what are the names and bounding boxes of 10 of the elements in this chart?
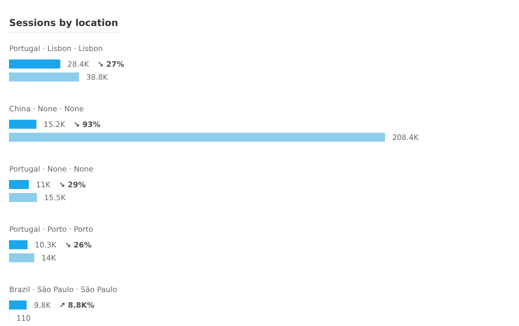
bar (9, 72, 80, 82)
bar (9, 193, 37, 202)
bar (9, 180, 29, 190)
bar (9, 240, 28, 250)
chart-title: Sessions by location (10, 18, 118, 28)
bar (9, 253, 34, 262)
bar (9, 60, 60, 68)
bar (9, 120, 36, 129)
bar (9, 300, 27, 310)
bar (9, 132, 386, 142)
